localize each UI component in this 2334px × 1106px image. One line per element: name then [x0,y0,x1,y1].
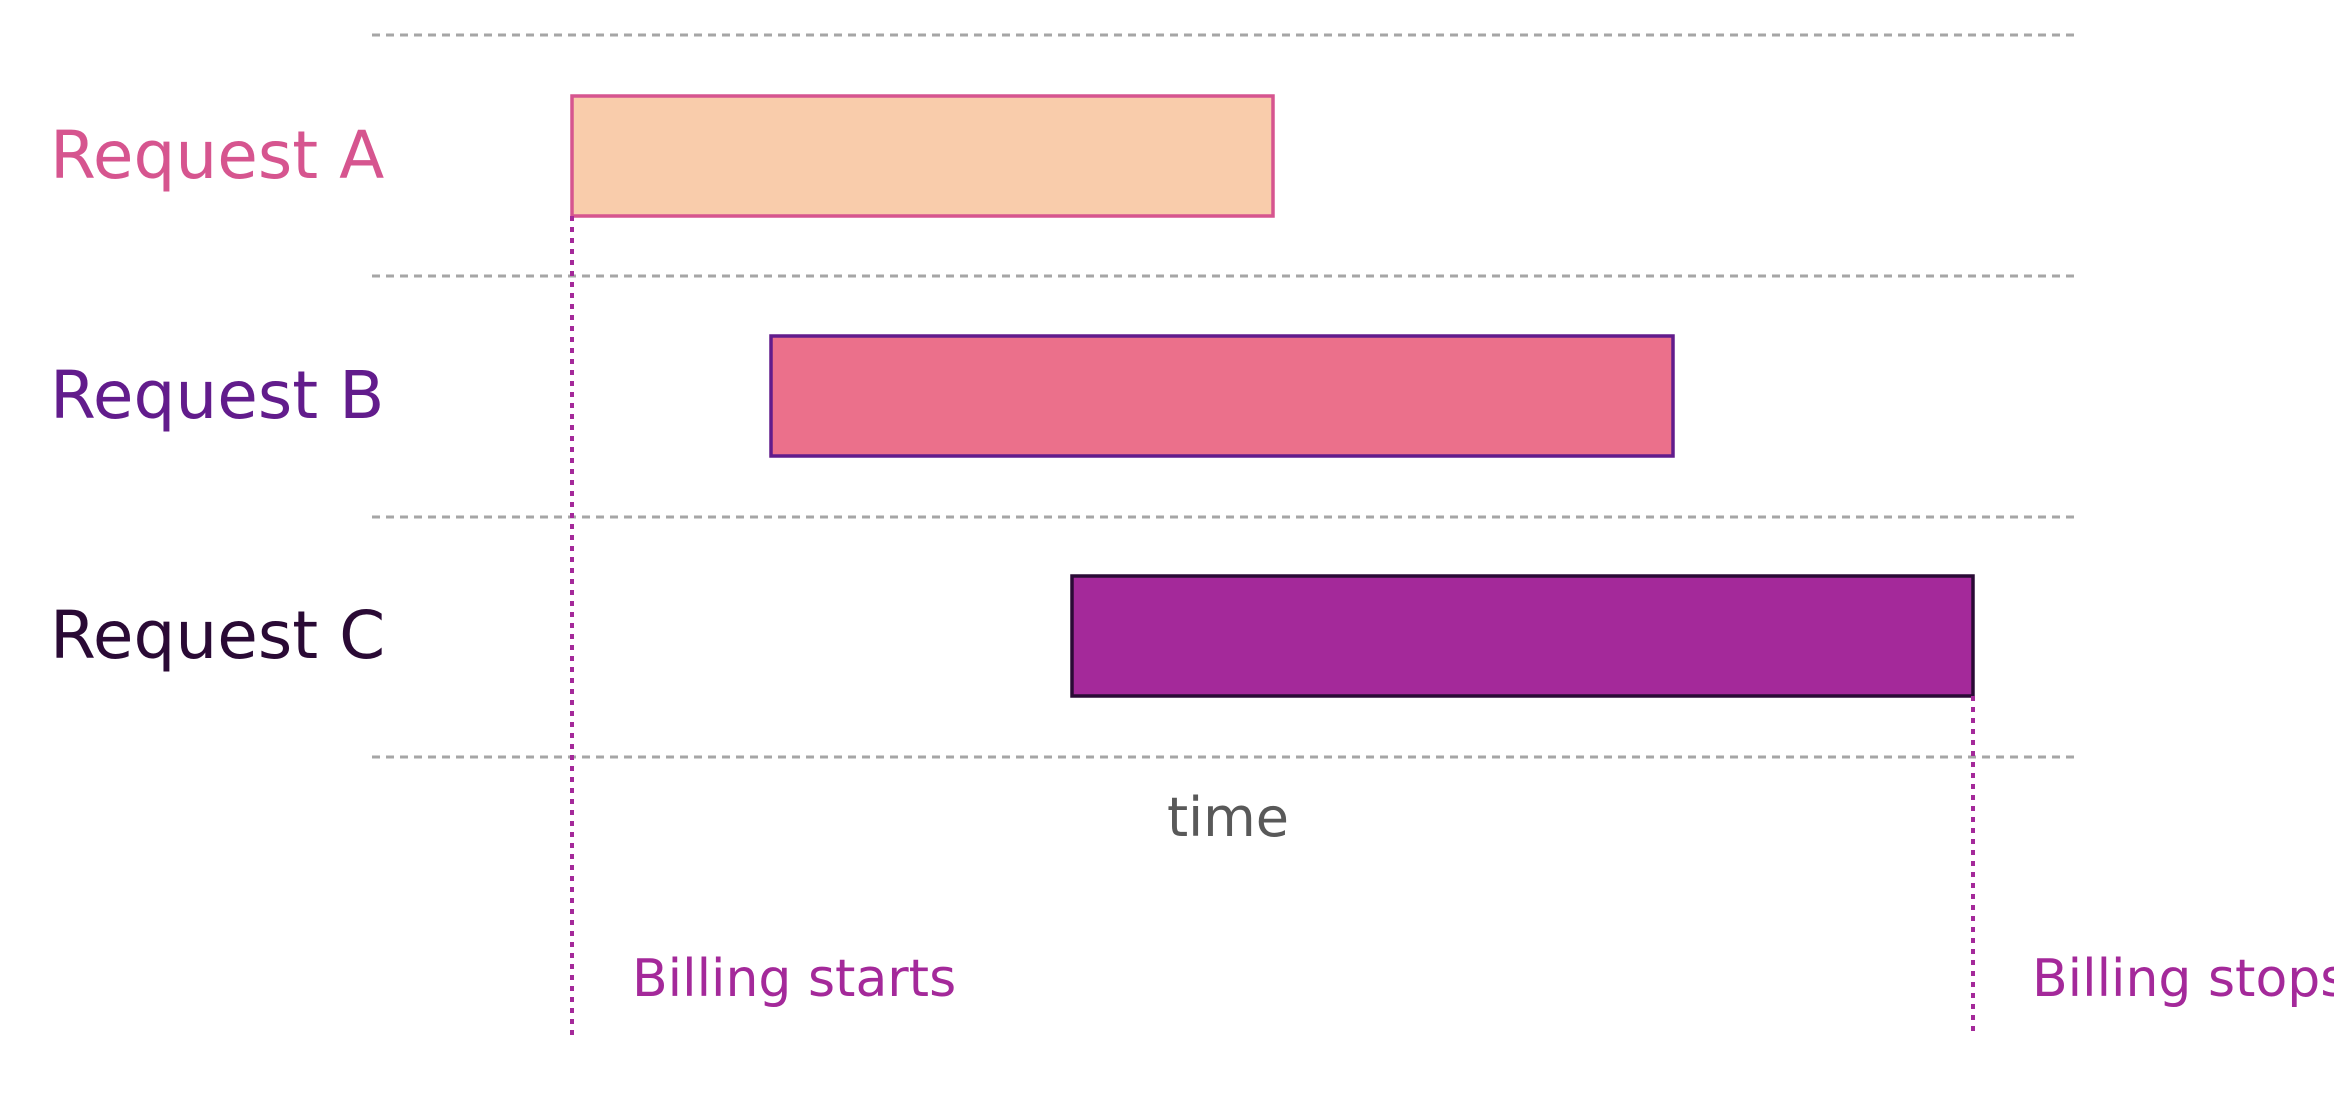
request-b-label: Request B [50,357,384,434]
billing-stop-label: Billing stops [2032,949,2334,1009]
request-c-label: Request C [50,597,385,674]
billing-start-label: Billing starts [632,949,956,1009]
time-axis-label: time [1167,786,1289,849]
request-b-bar [769,334,1675,458]
request-a-label: Request A [50,117,384,194]
request-a-bar [570,94,1275,218]
request-c-bar [1070,574,1975,698]
